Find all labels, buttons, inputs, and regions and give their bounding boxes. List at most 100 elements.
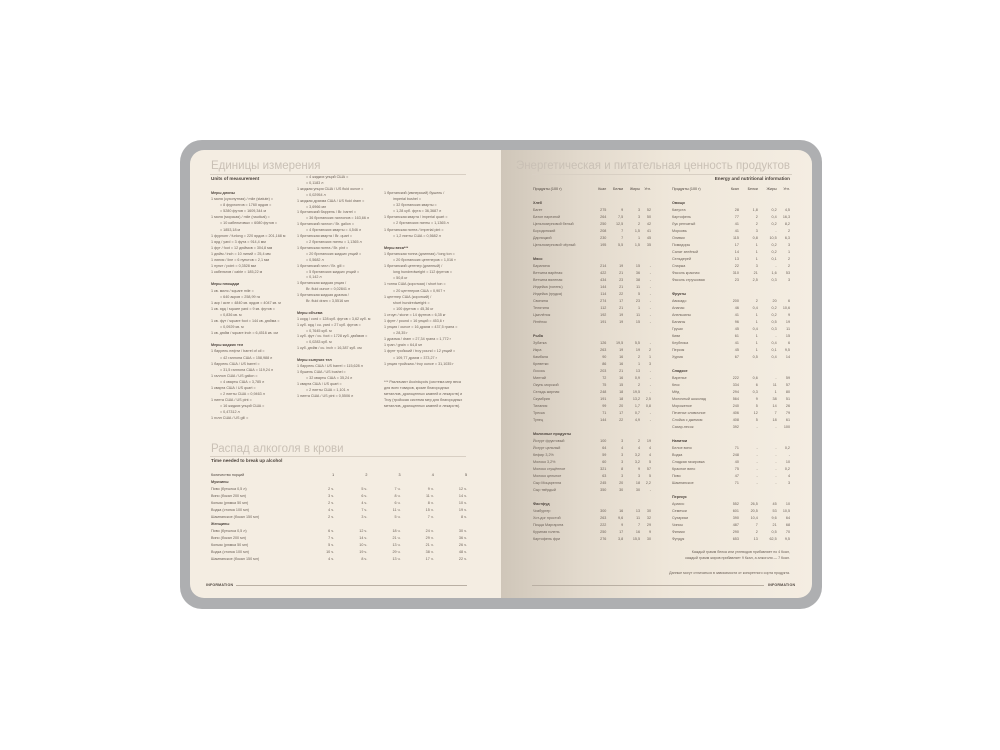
label-cell: Хурма [672,354,683,359]
value-cell: 1 [648,354,651,359]
label-cell: Фасоль стручковая [672,277,705,282]
value-cell [777,367,790,374]
unit-line: 1 британская кварта / imperial quart = [384,215,448,220]
food-row: Окунь морской 75 15 2 - [533,381,651,388]
value-cell: 144 [600,417,607,422]
value-cell [777,283,790,290]
spacer-row [672,430,790,437]
value-cell: 3,8 [618,536,624,541]
energy-note-line-2: каждый грамм жиров прибавляет 9 Ккал, а … [685,555,790,560]
value-cell: 19 [785,319,790,324]
value-cell: 5 [648,459,651,464]
value-cell: 68 [785,522,790,527]
value-cell [606,493,623,500]
value-cell [724,360,739,367]
food-row: Йогурт фруктовый 100 3 2 19 [533,437,651,444]
value-cell: 41 [646,228,651,233]
spacer-row [533,493,651,500]
food-row: Оливки 115 0,8 10,5 6,3 [672,234,790,241]
unit-line-continued: = 31,5 галлона США = 119,24 л [220,367,274,372]
value-cell: 1 [755,256,758,261]
value-cell: 144 [600,284,607,289]
value-cell [623,500,640,507]
value-cell [640,332,651,339]
food-row: Персик 45 1 0,1 9,5 [672,346,790,353]
value-cell: - [649,305,651,310]
food-row: Минтай 72 16 0,9 - [533,374,651,381]
value-cell: 79 [785,410,790,415]
food-row: Сухарики 390 10,4 9,6 64 [672,514,790,521]
label-cell: Груши [672,326,683,331]
value-cell: 0,1 [771,256,777,261]
label-cell: Сыр Моцарелла [533,480,562,485]
value-cell: 2 [787,256,790,261]
value-cell: 17 [619,410,624,415]
label-cell: Шампанское (бокал 150 мл) [211,556,260,561]
value-cell: 11 [636,515,640,520]
value-cell: 70 [785,529,790,534]
label-cell: Сельдь жирная [533,389,560,394]
value-cell: 19 [619,263,624,268]
unit-line: 1 британский галлон / Br. gallon = [297,222,355,227]
label-cell [533,192,593,199]
value-cell: - [775,424,777,429]
spacer-row [672,360,790,367]
label-cell: Молочный шоколад [672,396,706,401]
label-cell: Телятина [533,305,549,310]
label-cell [672,192,724,199]
value-cell: 264 [600,214,607,219]
value-cell: 48 ч. [458,549,467,554]
label-cell: Лосось [533,368,546,373]
food-row: Сладкая газировка 40 - - 10 [672,458,790,465]
label-cell: Молоко сгущённое [533,466,566,471]
unit-line: 1 британский центнер (длинный) / [384,264,443,269]
value-cell [739,283,758,290]
units-column-1: Меры длины 1 миля (сухопутная) / mile (st… [211,190,285,422]
value-cell: 53 [785,270,790,275]
unit-line: 1 пункт / point = 0,3528 мм [211,264,256,269]
food-row: Свинина 274 17 23 - [533,297,651,304]
value-cell: 47 [734,473,739,478]
value-cell: 3 [648,361,651,366]
food-row: Сельдерей 13 1 0,1 2 [672,255,790,262]
value-cell: 1 [637,235,640,240]
value-cell: 7 [621,228,624,233]
value-cell: 32 [646,515,651,520]
label-cell: Белое вино [672,445,692,450]
nutrition-table-left: Продукты (100 г) Ккал Белки Жиры Угл. Хлеб Баг… [533,185,651,542]
alcohol-row: Коньяк (рюмка 50 мл) 5 ч. 10 ч. 13 ч. 21 ч. 2… [211,541,467,548]
unit-line-continued: = 109,77 драхм = 373,27 г [393,355,437,360]
value-cell [758,437,777,444]
value-cell: 0,2 [771,312,777,317]
value-cell: 22 [734,263,739,268]
label-cell: Вино (бокал 200 мл) [211,493,247,498]
value-cell: 64 [602,445,607,450]
value-cell: 275 [600,207,607,212]
value-cell: 21 [619,368,624,373]
label-cell [672,486,724,493]
value-cell: 11 [786,326,790,331]
value-cell [758,486,777,493]
alcohol-header-row: Количество порций 1 2 3 4 5 [211,471,467,478]
food-row: Багет 275 9 3 52 [533,206,651,213]
unit-line-continued: = 0,02954 л [306,192,326,197]
value-cell: 20 [772,298,777,303]
label-cell: Лук репчатый [672,221,696,226]
value-cell: 9 [755,396,758,401]
label-cell: Баранина [533,263,550,268]
unit-line: 1 куб. дюйм / cu. inch = 16,387 куб. см [297,346,362,351]
unit-line-continued: = 0,836 кв. м [220,312,242,317]
value-cell: 52 [646,207,651,212]
unit-line: 1 британская жидкая драхма / [297,293,349,298]
value-cell: 2,5 [645,396,651,401]
label-cell: Йогурт фруктовый [533,438,565,443]
value-cell [623,248,640,255]
value-cell: - [649,298,651,303]
value-cell: 30 ч. [458,528,467,533]
value-cell: 294 [732,389,739,394]
right-footer-label: INFORMATION [768,583,796,587]
value-cell: 4 [637,445,640,450]
value-cell [593,332,606,339]
value-cell: - [756,452,758,457]
value-cell: 7 ч. [427,514,434,519]
